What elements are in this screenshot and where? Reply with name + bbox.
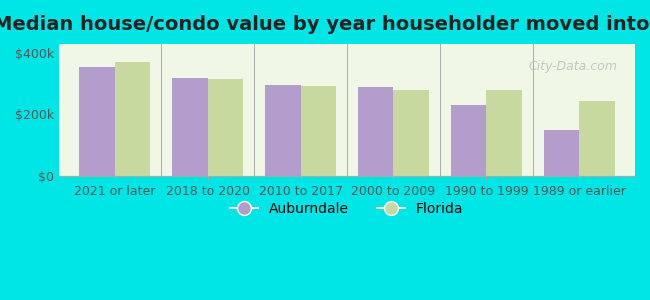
- Bar: [207, 79, 243, 176]
- Text: City-Data.com: City-Data.com: [529, 60, 617, 73]
- Legend: Auburndale, Florida: Auburndale, Florida: [225, 196, 469, 221]
- Bar: [265, 85, 300, 176]
- Bar: [451, 105, 486, 176]
- Bar: [172, 78, 207, 176]
- Bar: [358, 87, 393, 176]
- Title: Median house/condo value by year householder moved into unit: Median house/condo value by year househo…: [0, 15, 650, 34]
- Bar: [544, 130, 579, 175]
- Bar: [393, 90, 429, 176]
- Bar: [300, 86, 336, 176]
- Bar: [579, 100, 614, 176]
- Bar: [486, 90, 522, 176]
- Bar: [115, 61, 150, 176]
- Bar: [79, 67, 115, 176]
